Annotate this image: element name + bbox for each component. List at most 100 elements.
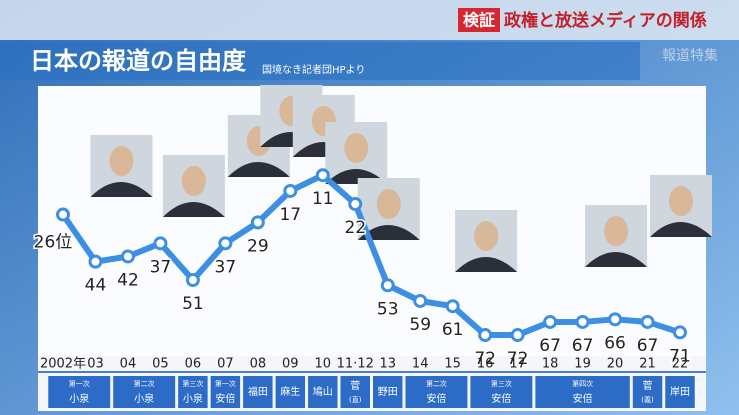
point: [380, 278, 395, 293]
x-tick-label: 05: [152, 357, 169, 372]
portrait-face: [474, 221, 499, 251]
x-tick-label: 18: [542, 357, 559, 372]
pm-name: 菅: [643, 380, 653, 392]
pm-name: 小泉: [69, 392, 89, 405]
point: [445, 299, 460, 314]
value-label: 11: [312, 189, 334, 209]
value-label: 53: [377, 299, 399, 319]
pm-term: (直): [349, 395, 362, 404]
portrait-suit: [455, 257, 518, 272]
point: [640, 314, 655, 329]
point: [153, 236, 168, 251]
point: [56, 207, 70, 222]
pm-name: 岸田: [670, 386, 690, 398]
badge: 検証: [463, 11, 495, 30]
pm-name: 福田: [248, 385, 268, 398]
point: [478, 328, 493, 343]
x-tick-label: 16: [477, 357, 494, 372]
point: [315, 168, 330, 183]
pm-name: 安倍: [215, 392, 235, 405]
x-tick-label: 17: [509, 357, 526, 372]
portrait-suit: [357, 225, 420, 240]
pm-name: 安倍: [573, 392, 593, 405]
value-label: 67: [539, 336, 561, 356]
value-label: 67: [637, 336, 659, 356]
portrait-face: [604, 216, 629, 246]
portraits: [90, 85, 712, 272]
point: [283, 183, 298, 198]
portrait-face: [344, 133, 369, 163]
x-tick-label: 06: [185, 357, 202, 372]
pm-box: [113, 376, 176, 408]
point: [88, 254, 103, 269]
point: [120, 249, 135, 264]
value-label: 26位: [34, 233, 73, 253]
pm-box: [178, 376, 208, 408]
pm-term: 第二次: [426, 379, 447, 388]
pm-name: 小泉: [183, 392, 203, 405]
point: [218, 236, 233, 251]
program-logo: 報道特集: [662, 47, 718, 64]
portrait-face: [181, 166, 206, 196]
x-tick-label: 20: [607, 357, 624, 372]
value-label: 42: [117, 270, 139, 290]
header-title: 政権と放送メディアの関係: [504, 10, 707, 31]
pm-box: [535, 376, 630, 408]
portrait-suit: [227, 162, 290, 177]
value-label: 17: [279, 205, 301, 225]
portrait-face: [109, 146, 134, 176]
portrait-suit: [650, 222, 712, 237]
pm-term: 第一次: [215, 379, 236, 388]
portrait-suit: [90, 182, 153, 197]
x-tick-label: 09: [282, 357, 299, 372]
value-label: 61: [442, 320, 464, 340]
value-label: 66: [604, 333, 626, 353]
point: [510, 328, 525, 343]
point: [413, 293, 428, 308]
pm-name: 小泉: [134, 392, 154, 405]
value-label: 22: [344, 218, 366, 238]
value-label: 51: [182, 294, 204, 314]
x-tick-label: 19: [574, 357, 591, 372]
value-label: 71: [669, 346, 691, 366]
point: [608, 312, 623, 327]
x-tick-label: 15: [444, 357, 461, 372]
x-tick-label: 07: [217, 357, 234, 372]
point: [185, 273, 200, 288]
pm-term: 第三次: [182, 379, 203, 388]
portrait-face: [669, 186, 693, 216]
x-tick-label: 22: [672, 357, 689, 372]
pm-box: [340, 376, 370, 408]
pm-box: [308, 376, 338, 408]
x-tick-label: 13: [379, 357, 396, 372]
value-label: 72: [474, 349, 496, 369]
pm-term: 第二次: [134, 379, 155, 388]
point: [250, 215, 265, 230]
pm-box: [405, 376, 468, 408]
value-label: 29: [247, 236, 269, 256]
value-label: 37: [150, 257, 172, 277]
value-label: 72: [507, 349, 529, 369]
x-tick-label: 11·12: [337, 357, 374, 372]
x-tick-label: 04: [120, 357, 137, 372]
point: [575, 314, 590, 329]
x-tick-label: 14: [412, 357, 429, 372]
plot: 26位 44 42 37 51 37 29 17 11 22 53 59 61 72 72 67 67 66 67 7…: [32, 168, 695, 408]
pm-term: 第四次: [572, 379, 593, 388]
pm-term: (義): [641, 395, 654, 404]
value-label: 44: [85, 276, 107, 296]
value-label: 67: [572, 336, 594, 356]
pm-name: 野田: [378, 386, 398, 398]
value-label: 37: [215, 257, 237, 277]
chart-title: 日本の報道の自由度: [30, 47, 247, 75]
pm-term: 第三次: [491, 379, 512, 388]
pm-term: 第一次: [69, 379, 90, 388]
x-tick-label: 2002年: [40, 357, 86, 372]
pm-name: 安倍: [426, 392, 446, 405]
title-band: [0, 42, 640, 80]
pm-box: [665, 376, 695, 408]
value-label: 59: [409, 315, 431, 335]
x-tick-label: 03: [87, 357, 104, 372]
pm-box: [48, 376, 111, 408]
